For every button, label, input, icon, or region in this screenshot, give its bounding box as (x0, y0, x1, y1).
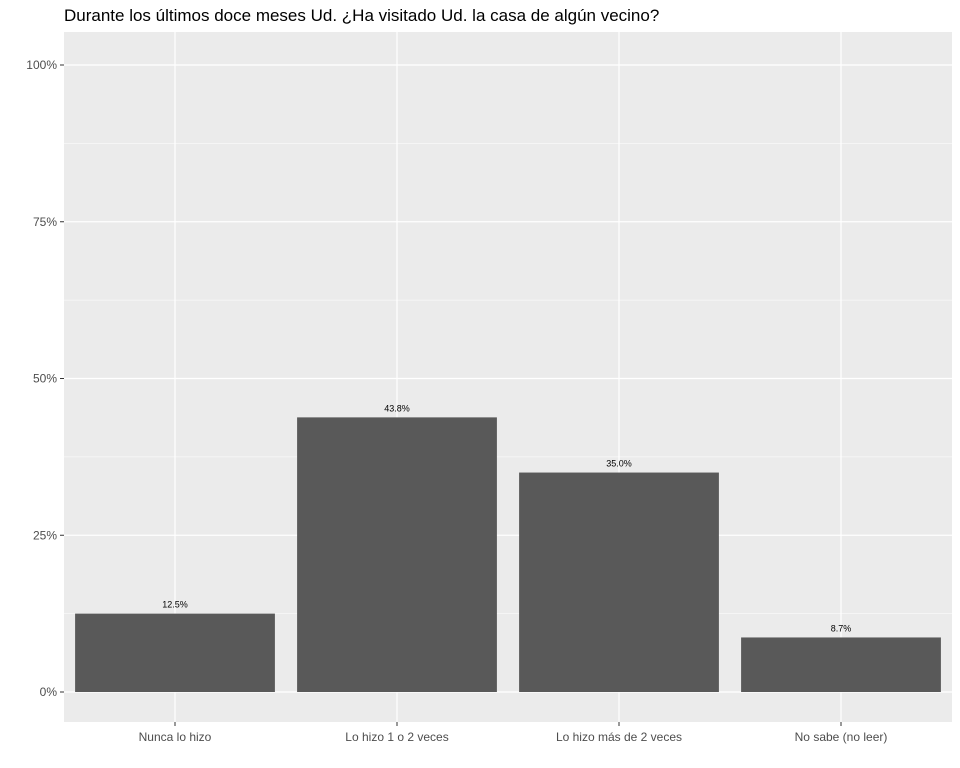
bar-data-label: 35.0% (606, 459, 632, 469)
bars (75, 417, 941, 692)
x-axis: Nunca lo hizo Lo hizo 1 o 2 veces Lo hizo … (139, 722, 888, 744)
data-labels: 12.5% 43.8% 35.0% 8.7% (162, 403, 851, 633)
y-tick-label: 100% (26, 58, 57, 72)
y-tick-label: 25% (33, 528, 57, 542)
y-tick-label: 75% (33, 215, 57, 229)
y-tick-label: 0% (40, 685, 58, 699)
bar-data-label: 43.8% (384, 403, 410, 413)
y-axis: 0% 25% 50% 75% 100% (26, 58, 64, 699)
bar (519, 472, 719, 692)
x-tick-label: Lo hizo 1 o 2 veces (345, 730, 448, 744)
chart-title: Durante los últimos doce meses Ud. ¿Ha v… (64, 6, 660, 25)
x-tick-label: No sabe (no leer) (795, 730, 888, 744)
x-tick-label: Lo hizo más de 2 veces (556, 730, 682, 744)
bar-data-label: 12.5% (162, 600, 188, 610)
bar-data-label: 8.7% (831, 623, 852, 633)
bar (75, 613, 275, 692)
bar (297, 417, 497, 692)
y-tick-label: 50% (33, 372, 57, 386)
x-tick-label: Nunca lo hizo (139, 730, 212, 744)
plot-panel (64, 32, 952, 722)
bar (741, 637, 941, 692)
